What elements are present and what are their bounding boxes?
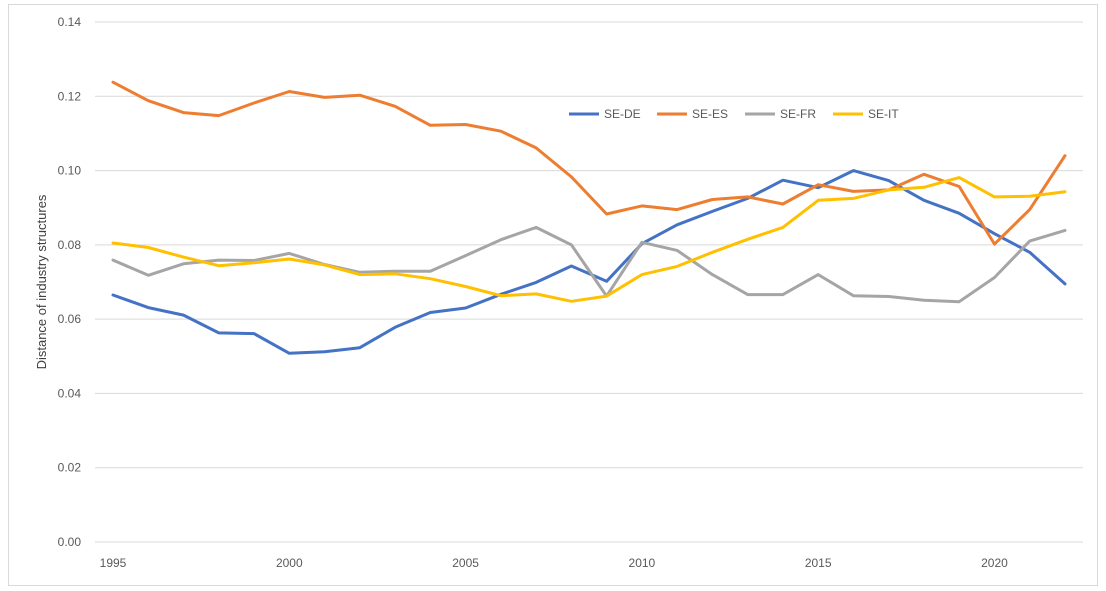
y-axis-title: Distance of industry structures — [34, 194, 49, 369]
x-tick-label: 2015 — [805, 556, 832, 570]
series-lines — [111, 80, 1067, 355]
y-tick-label: 0.04 — [58, 386, 82, 400]
series-line-se-de — [111, 169, 1067, 355]
y-tick-label: 0.10 — [58, 164, 82, 178]
y-tick-label: 0.12 — [58, 89, 82, 103]
series-line-se-it — [111, 176, 1067, 303]
x-axis-tick-labels: 1995 2000 2005 2010 2015 2020 — [100, 556, 1009, 570]
x-tick-label: 2005 — [452, 556, 479, 570]
gridlines — [95, 21, 1083, 543]
series-line-se-fr — [111, 225, 1067, 304]
y-axis-tick-labels: 0.00 0.02 0.04 0.06 0.08 0.10 0.12 0.14 — [58, 15, 82, 549]
legend-label-se-it: SE-IT — [868, 107, 899, 121]
x-tick-label: 2010 — [629, 556, 656, 570]
x-tick-label: 1995 — [100, 556, 127, 570]
y-tick-label: 0.00 — [58, 535, 82, 549]
legend-label-se-es: SE-ES — [692, 107, 728, 121]
x-tick-label: 2000 — [276, 556, 303, 570]
x-tick-label: 2020 — [981, 556, 1008, 570]
y-tick-label: 0.02 — [58, 461, 82, 475]
series-line-se-es — [111, 80, 1067, 246]
y-tick-label: 0.14 — [58, 15, 82, 29]
y-tick-label: 0.06 — [58, 312, 82, 326]
legend-label-se-de: SE-DE — [604, 107, 641, 121]
y-tick-label: 0.08 — [58, 238, 82, 252]
chart-frame — [8, 4, 1098, 586]
legend: SE-DE SE-ES SE-FR SE-IT — [569, 107, 899, 121]
legend-label-se-fr: SE-FR — [780, 107, 816, 121]
